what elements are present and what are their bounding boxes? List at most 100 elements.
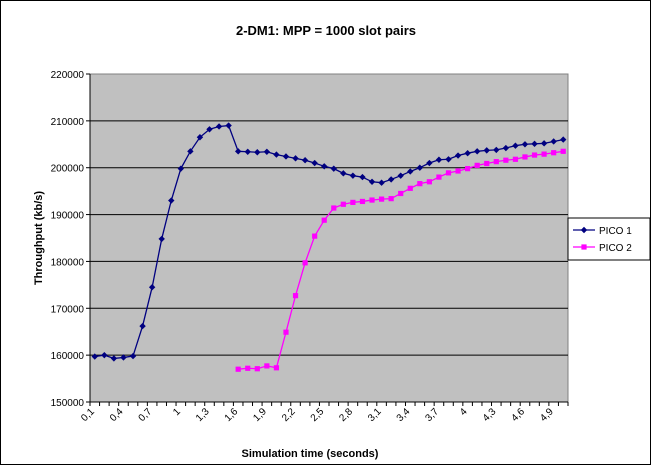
pico-1-point [464,149,471,157]
pico-2-point [264,363,270,369]
pico-2-point [541,151,547,157]
pico-2-point [445,170,452,176]
pico-2-point [522,154,528,160]
pico-1-point [397,172,404,179]
legend-box [567,217,651,261]
pico-1-point [560,136,567,143]
pico-1-point [158,235,165,243]
pico-1-point [340,170,347,177]
pico-1-point [168,197,175,204]
x-tick-label: 4,9 [538,406,556,424]
x-tick-label: 3,4 [395,406,413,424]
x-tick-label: 0,7 [137,406,155,424]
x-tick-label: 0,4 [108,406,126,424]
pico-1-point [101,351,108,359]
x-tick-label: 4 [458,406,470,418]
pico-1-point [531,140,538,148]
pico-2-point [512,156,519,162]
pico-2-point [283,329,289,335]
pico-1-point [282,153,290,160]
pico-1-point [330,165,337,172]
pico-1-point [521,141,529,148]
x-tick-label: 4,3 [481,406,499,424]
pico-2-legend-label: PICO 2 [599,243,632,254]
y-tick-label: 190000 [51,211,85,222]
y-tick-label: 160000 [51,351,85,362]
pico-2-point [321,217,327,223]
y-tick-label: 180000 [51,257,85,268]
pico-2-point [254,366,260,372]
pico-2-point [551,150,557,156]
pico-2-point [560,148,566,154]
y-axis-title: Throughput (kb/s) [33,191,45,285]
pico-2-point [436,174,442,180]
pico-2-point [273,365,280,371]
pico-2-point [312,233,318,239]
pico-1-point [550,138,557,145]
x-tick-label: 4,6 [509,406,527,424]
pico-2-point [417,181,423,187]
pico-1-point [483,147,490,154]
pico-1-point [426,159,433,167]
x-tick-label: 2,8 [337,406,355,424]
pico-1-point [254,149,261,156]
pico-1-point [263,148,271,155]
pico-1-point [368,178,376,185]
pico-1-point [502,144,510,152]
legend: PICO 1 PICO 2 [567,217,651,261]
x-tick-label: 1,9 [251,406,269,424]
pico-2-point [398,190,404,197]
pico-1-point [540,140,548,147]
pico-1-point [177,165,185,172]
pico-1-point [91,353,98,360]
pico-1-point [387,176,395,183]
pico-1-point [234,148,242,155]
pico-2-point [531,152,538,158]
x-tick-label: 1 [171,406,183,418]
pico-1-point [215,123,223,130]
pico-1-point [120,354,127,361]
pico-1-point [445,156,452,163]
pico-1-point [244,148,251,155]
pico-2-point [245,365,251,371]
series-group [91,122,567,372]
pico-1-legend-marker [580,226,588,234]
pico-2-point [407,185,413,191]
pico-1-point [187,148,194,155]
pico-2-point [455,168,461,174]
pico-1-point [321,163,328,170]
pico-1-point [196,134,204,141]
pico-1-point [349,172,357,179]
pico-2-point [292,293,299,299]
pico-1-point [512,142,519,149]
pico-1-point [407,168,414,175]
pico-2-point [503,157,509,163]
pico-2-legend-marker [581,244,587,250]
x-axis-title: Simulation time (seconds) [242,448,379,460]
pico-2-point [369,197,375,203]
pico-1-point [493,146,500,154]
pico-1-point [110,355,118,362]
pico-1-point [311,159,318,167]
y-tick-label: 170000 [51,304,85,315]
x-tick-label: 2,5 [309,406,327,424]
pico-2-point [426,179,432,185]
pico-1-point [301,157,309,164]
pico-1-point [416,164,424,171]
pico-2-point [484,160,490,167]
pico-2-point [359,198,366,205]
y-tick-label: 210000 [51,117,85,128]
y-tick-label: 220000 [51,70,85,81]
pico-2-point [340,201,346,207]
pico-1-point [378,179,385,186]
pico-2-point [378,196,385,202]
chart-title: 2-DM1: MPP = 1000 slot pairs [236,23,416,38]
pico-1-point [473,148,481,155]
x-tick-label: 1,6 [223,406,241,424]
pico-2-point [331,205,337,211]
pico-1-point [273,151,280,158]
pico-1-legend-label: PICO 1 [599,226,632,237]
pico-1-point [359,173,366,181]
pico-1-point [454,152,462,159]
